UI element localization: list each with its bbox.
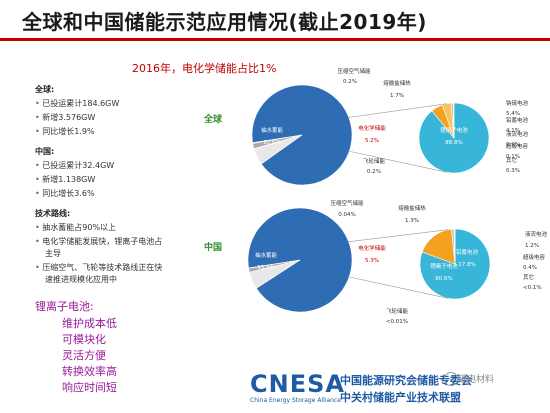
- tech-item: • 压缩空气、飞轮等技术路线正在快: [35, 263, 163, 272]
- region-label-china: 中国: [204, 243, 223, 253]
- sub-data-label: 0.3%: [506, 168, 520, 174]
- connector-line: [347, 103, 448, 118]
- sub-data-label: 88.8%: [445, 140, 462, 146]
- sub-slice-label: 超级电容: [506, 142, 529, 150]
- sub-data-label: 0.1%: [506, 154, 520, 160]
- sub-slice-label: 液流电池: [506, 130, 529, 138]
- china-item: • 同比增长3.6%: [35, 189, 95, 198]
- slice-label: 抽水蓄能: [255, 251, 278, 259]
- data-label: 1.7%: [390, 93, 404, 99]
- sub-slice-label: 锂离子电池: [440, 126, 468, 134]
- data-label: 0.04%: [338, 212, 355, 218]
- global-item: • 新增3.576GW: [35, 113, 96, 122]
- cnesa-logo: CNESA: [250, 370, 345, 398]
- data-label: <0.01%: [386, 319, 408, 325]
- data-label: 1.3%: [405, 218, 419, 224]
- cnesa-tagline: China Energy Storage Alliance: [250, 397, 341, 404]
- slice-label: 压缩空气储能: [330, 199, 364, 207]
- slice-label: 抽水蓄能: [261, 126, 284, 134]
- connector-line: [347, 229, 449, 243]
- sub-slice-label: 其它: [523, 273, 534, 281]
- sub-data-label: 0.4%: [523, 265, 537, 271]
- li-ion-item: 转换效率高: [62, 365, 117, 378]
- slice-label: 压缩空气储能: [337, 67, 371, 75]
- slice-label: 熔融盐储热: [383, 79, 411, 87]
- title-rule: [0, 38, 550, 41]
- sub-data-label: 80.6%: [435, 276, 452, 282]
- li-ion-item: 响应时间短: [62, 381, 117, 394]
- sub-data-label: 17.8%: [458, 262, 475, 268]
- sub-slice-label: 锂离子电池: [430, 262, 458, 270]
- china-item: • 新增1.138GW: [35, 175, 96, 184]
- chart-subtitle: 2016年，电化学储能占比1%: [132, 62, 277, 75]
- global-item: • 同比增长1.9%: [35, 127, 95, 136]
- page-title: 全球和中国储能示范应用情况(截止2019年): [22, 10, 427, 34]
- tech-item: • 抽水蓄能占90%以上: [35, 223, 117, 232]
- sub-data-label: 5.4%: [506, 111, 520, 117]
- sub-slice-label: 铅蓄电池: [506, 116, 529, 124]
- slice-label: 飞轮储能: [386, 307, 409, 315]
- sub-slice-label: 钠硫电池: [506, 99, 529, 107]
- watermark: 锂电材料: [458, 375, 495, 385]
- data-label: 0.2%: [367, 169, 381, 175]
- slice-label: 电化学储能: [358, 244, 386, 252]
- sub-data-label: 1.2%: [525, 243, 539, 249]
- sub-data-label: <0.1%: [523, 285, 542, 291]
- sub-slice-label: 液流电池: [525, 230, 548, 238]
- tech-heading: 技术路线:: [35, 209, 71, 218]
- slice-label: 飞轮储能: [363, 157, 386, 165]
- li-ion-heading: 锂离子电池:: [35, 300, 94, 313]
- main-0-slice: [252, 134, 303, 144]
- sub-slice-label: 铅蓄电池: [456, 248, 479, 256]
- sub-data-label: 0.9%: [506, 142, 520, 148]
- global-heading: 全球:: [35, 85, 55, 94]
- li-ion-item: 灵活方便: [62, 349, 106, 362]
- main-1-slice: [248, 259, 301, 269]
- sub-data-label: 4.1%: [506, 128, 520, 134]
- connector-line: [347, 150, 448, 173]
- wechat-icon: [444, 372, 458, 386]
- org-name-2: 中关村储能产业技术联盟: [340, 391, 461, 404]
- data-label: 5.2%: [365, 138, 379, 144]
- china-heading: 中国:: [35, 147, 55, 156]
- org-name-1: 中国能源研究会储能专委会: [340, 374, 472, 387]
- region-label-global: 全球: [204, 115, 223, 125]
- sub-0-slice: [453, 102, 455, 139]
- connector-line: [347, 276, 449, 299]
- slice-label: 电化学储能: [358, 124, 386, 132]
- china-item: • 已投运累计32.4GW: [35, 161, 115, 170]
- data-label: 5.3%: [365, 258, 379, 264]
- sub-slice-label: 超级电容: [523, 253, 546, 261]
- global-item: • 已投运累计184.6GW: [35, 99, 120, 108]
- sub-slice-label: 其它: [506, 156, 517, 164]
- data-label: 0.2%: [343, 79, 357, 85]
- slice-label: 熔融盐储热: [398, 204, 426, 212]
- li-ion-item: 可模块化: [62, 333, 106, 346]
- tech-item-cont: 主导: [45, 249, 61, 258]
- data-label: 93.4%: [257, 265, 274, 271]
- li-ion-item: 维护成本低: [62, 317, 117, 330]
- data-label: 92.6%: [263, 140, 280, 146]
- tech-item-cont: 速推进规模化应用中: [45, 275, 117, 284]
- tech-item: • 电化学储能发展快，锂离子电池占: [35, 237, 163, 246]
